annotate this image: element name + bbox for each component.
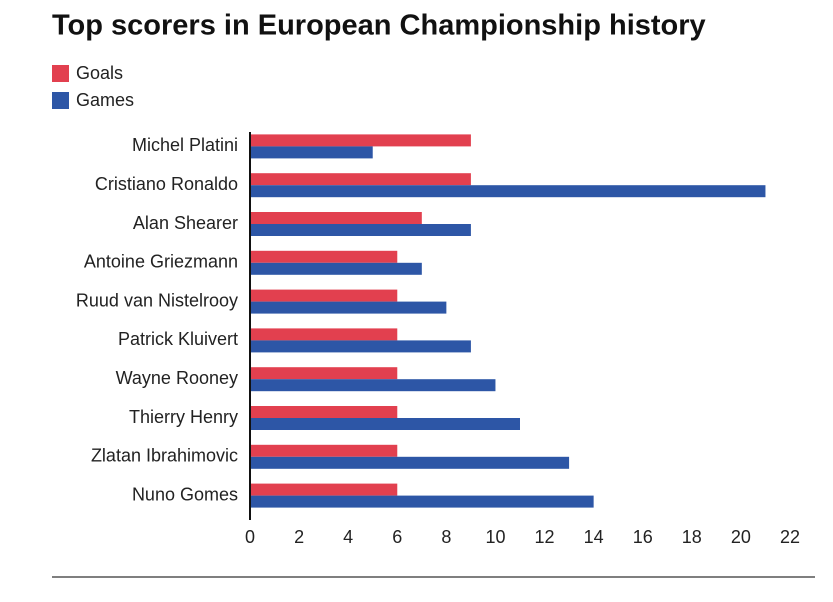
y-tick-label: Wayne Rooney (116, 368, 238, 388)
x-tick-label: 2 (294, 527, 304, 547)
bar (250, 185, 766, 198)
x-tick-label: 16 (633, 527, 653, 547)
bar (250, 444, 398, 457)
bar (250, 483, 398, 496)
x-tick-label: 22 (780, 527, 800, 547)
legend-label: Games (76, 90, 134, 110)
bar (250, 134, 471, 147)
chart-title: Top scorers in European Championship his… (52, 10, 706, 42)
y-tick-label: Ruud van Nistelrooy (76, 290, 238, 310)
x-tick-label: 4 (343, 527, 353, 547)
legend-swatch (52, 92, 69, 109)
y-tick-label: Alan Shearer (133, 213, 238, 233)
bar (250, 301, 447, 314)
x-tick-label: 0 (245, 527, 255, 547)
bar (250, 456, 570, 469)
y-tick-label: Nuno Gomes (132, 484, 238, 504)
x-tick-label: 20 (731, 527, 751, 547)
bar (250, 289, 398, 302)
y-tick-label: Zlatan Ibrahimovic (91, 446, 238, 466)
x-tick-label: 10 (485, 527, 505, 547)
x-tick-label: 12 (535, 527, 555, 547)
x-tick-label: 8 (441, 527, 451, 547)
y-tick-label: Patrick Kluivert (118, 329, 238, 349)
bar (250, 406, 398, 418)
y-tick-label: Thierry Henry (129, 407, 238, 427)
x-tick-label: 14 (584, 527, 604, 547)
bar (250, 146, 373, 159)
x-tick-label: 18 (682, 527, 702, 547)
bar (250, 340, 471, 353)
legend-swatch (52, 65, 69, 82)
y-tick-label: Cristiano Ronaldo (95, 174, 238, 194)
x-tick-label: 6 (392, 527, 402, 547)
bar (250, 262, 422, 275)
y-tick-label: Michel Platini (132, 135, 238, 155)
bar (250, 250, 398, 263)
bar (250, 173, 471, 186)
bar (250, 495, 594, 508)
y-tick-label: Antoine Griezmann (84, 252, 238, 272)
bar (250, 224, 471, 236)
bar (250, 367, 398, 380)
legend-label: Goals (76, 63, 123, 83)
bar (250, 418, 520, 430)
bar (250, 212, 422, 224)
bar (250, 328, 398, 341)
bar (250, 379, 496, 392)
